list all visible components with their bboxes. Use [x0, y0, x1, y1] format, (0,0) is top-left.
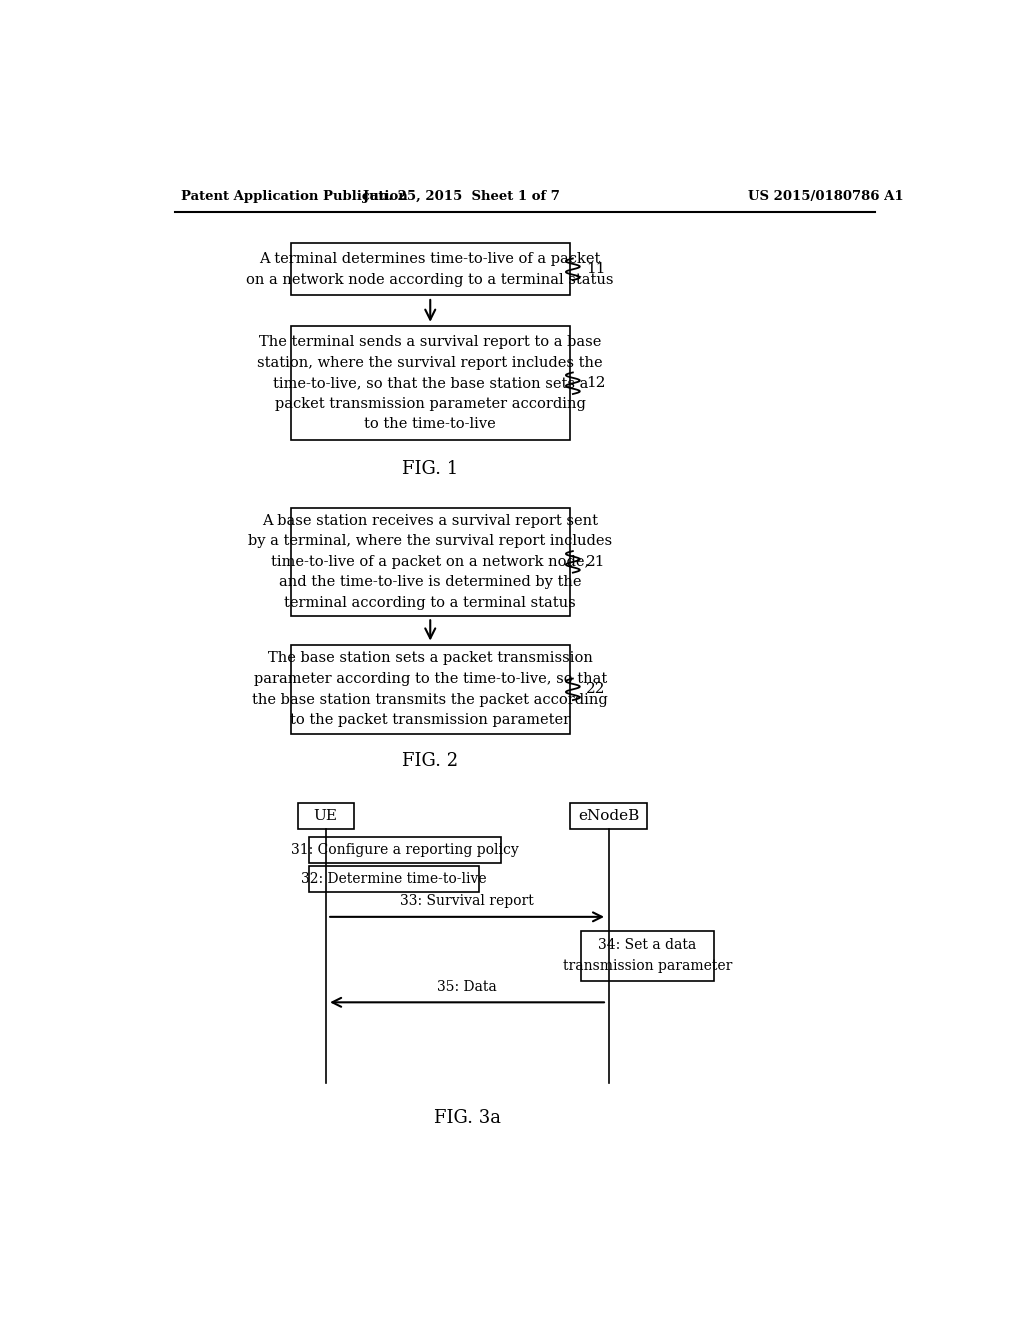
Bar	[569, 803, 647, 829]
Text: 35: Data: 35: Data	[437, 979, 497, 994]
Text: 33: Survival report: 33: Survival report	[400, 895, 534, 908]
Bar	[298, 803, 353, 829]
Text: US 2015/0180786 A1: US 2015/0180786 A1	[748, 190, 903, 203]
Bar	[291, 645, 569, 734]
Bar	[308, 837, 501, 863]
Text: 32: Determine time-to-live: 32: Determine time-to-live	[301, 873, 486, 886]
Text: 31: Configure a reporting policy: 31: Configure a reporting policy	[291, 843, 518, 857]
Text: 11: 11	[586, 263, 605, 276]
Text: A terminal determines time-to-live of a packet
on a network node according to a : A terminal determines time-to-live of a …	[247, 252, 614, 286]
Bar	[291, 243, 569, 296]
Bar	[291, 508, 569, 615]
Text: FIG. 1: FIG. 1	[402, 461, 459, 478]
Bar	[308, 866, 479, 892]
Text: UE: UE	[313, 809, 338, 822]
Text: eNodeB: eNodeB	[578, 809, 639, 822]
Text: 12: 12	[586, 376, 605, 391]
Text: The terminal sends a survival report to a base
station, where the survival repor: The terminal sends a survival report to …	[257, 335, 603, 432]
Text: Jun. 25, 2015  Sheet 1 of 7: Jun. 25, 2015 Sheet 1 of 7	[362, 190, 560, 203]
Text: 21: 21	[586, 554, 605, 569]
Text: 22: 22	[586, 682, 605, 697]
Text: A base station receives a survival report sent
by a terminal, where the survival: A base station receives a survival repor…	[248, 513, 612, 610]
Text: The base station sets a packet transmission
parameter according to the time-to-l: The base station sets a packet transmiss…	[252, 651, 608, 727]
Bar	[291, 326, 569, 441]
Text: Patent Application Publication: Patent Application Publication	[180, 190, 408, 203]
Text: 34: Set a data
transmission parameter: 34: Set a data transmission parameter	[562, 939, 732, 973]
Text: FIG. 2: FIG. 2	[402, 751, 459, 770]
Text: FIG. 3a: FIG. 3a	[433, 1109, 501, 1127]
Bar	[581, 931, 714, 981]
